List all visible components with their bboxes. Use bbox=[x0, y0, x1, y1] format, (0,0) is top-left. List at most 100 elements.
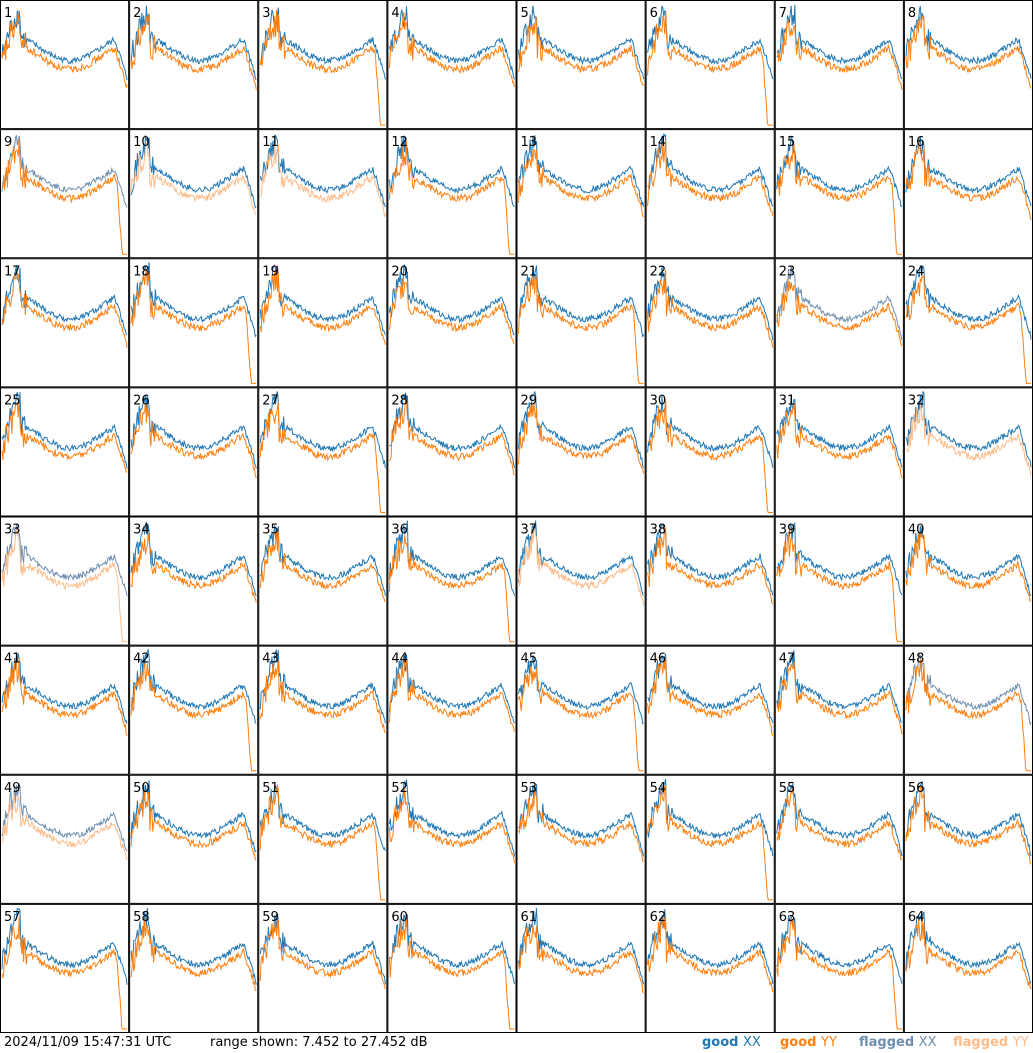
yy-trace bbox=[1, 527, 128, 643]
panel-62: 62 bbox=[645, 903, 775, 1033]
panel-frame bbox=[129, 774, 259, 904]
panel-15: 15 bbox=[774, 129, 904, 259]
xx-trace bbox=[647, 265, 774, 341]
panel-frame bbox=[129, 516, 259, 646]
panel-label: 7 bbox=[779, 6, 787, 21]
panel-label: 3 bbox=[262, 6, 270, 21]
panel-24: 24 bbox=[903, 258, 1033, 388]
panel-label: 61 bbox=[521, 910, 538, 925]
panel-frame bbox=[0, 516, 130, 646]
yy-trace bbox=[647, 140, 774, 216]
legend-good-xx: good XX bbox=[702, 1035, 761, 1050]
panel-46: 46 bbox=[645, 645, 775, 775]
panel-label: 17 bbox=[4, 264, 21, 279]
panel-41: 41 bbox=[0, 645, 130, 775]
panel-frame bbox=[129, 645, 259, 775]
yy-trace bbox=[259, 919, 386, 990]
panel-2: 2 bbox=[129, 0, 259, 130]
panel-frame bbox=[387, 645, 517, 775]
panel-18: 18 bbox=[129, 258, 259, 388]
panel-frame bbox=[387, 0, 517, 130]
yy-trace bbox=[776, 532, 902, 643]
panel-frame bbox=[0, 0, 130, 130]
yy-trace bbox=[1, 13, 128, 88]
panel-14: 14 bbox=[645, 129, 775, 259]
panel-frame bbox=[774, 645, 904, 775]
xx-trace bbox=[1, 265, 128, 336]
panel-label: 20 bbox=[391, 264, 408, 279]
yy-trace bbox=[518, 789, 644, 863]
panel-frame bbox=[645, 129, 775, 259]
panel-frame bbox=[0, 129, 130, 259]
yy-trace bbox=[647, 525, 774, 605]
xx-trace bbox=[518, 655, 644, 725]
yy-trace bbox=[905, 274, 1031, 384]
xx-trace bbox=[518, 783, 645, 857]
panel-49: 49 bbox=[0, 774, 130, 904]
panel-37: 37 bbox=[516, 516, 646, 646]
panel-10: 10 bbox=[129, 129, 259, 259]
panel-44: 44 bbox=[387, 645, 517, 775]
panel-53: 53 bbox=[516, 774, 646, 904]
panel-label: 32 bbox=[908, 393, 925, 408]
panel-frame bbox=[774, 903, 904, 1033]
panel-label: 34 bbox=[133, 523, 150, 538]
panel-label: 59 bbox=[262, 910, 279, 925]
panel-9: 9 bbox=[0, 129, 130, 259]
panel-label: 58 bbox=[133, 910, 150, 925]
panel-label: 23 bbox=[779, 264, 796, 279]
xx-trace bbox=[776, 915, 903, 984]
panel-63: 63 bbox=[774, 903, 904, 1033]
xx-trace bbox=[905, 525, 1032, 597]
panel-frame bbox=[129, 387, 259, 517]
yy-trace bbox=[130, 533, 257, 603]
yy-trace bbox=[647, 269, 774, 348]
panel-frame bbox=[645, 774, 775, 904]
yy-trace bbox=[776, 917, 902, 1030]
xx-trace bbox=[1, 907, 128, 985]
panel-38: 38 bbox=[645, 516, 775, 646]
yy-trace bbox=[130, 791, 257, 861]
yy-trace bbox=[518, 15, 644, 86]
panel-label: 64 bbox=[908, 910, 925, 925]
panel-frame bbox=[0, 387, 130, 517]
panel-25: 25 bbox=[0, 387, 130, 517]
xx-trace bbox=[905, 265, 1032, 340]
panel-22: 22 bbox=[645, 258, 775, 388]
panel-label: 52 bbox=[391, 781, 408, 796]
panel-frame bbox=[516, 0, 646, 130]
yy-trace bbox=[259, 531, 386, 603]
panel-frame bbox=[129, 903, 259, 1033]
panel-frame bbox=[0, 903, 130, 1033]
xx-trace bbox=[388, 779, 515, 857]
footer: 2024/11/09 15:47:31 UTC range shown: 7.4… bbox=[0, 1033, 1033, 1053]
panel-label: 55 bbox=[779, 781, 796, 796]
yy-trace bbox=[388, 919, 515, 1030]
yy-trace bbox=[1, 273, 128, 348]
panel-13: 13 bbox=[516, 129, 646, 259]
xx-trace bbox=[388, 6, 515, 80]
panel-label: 37 bbox=[521, 523, 538, 538]
panel-43: 43 bbox=[258, 645, 388, 775]
panel-20: 20 bbox=[387, 258, 517, 388]
xx-trace bbox=[905, 781, 1032, 856]
panel-label: 16 bbox=[908, 135, 925, 150]
panel-47: 47 bbox=[774, 645, 904, 775]
panel-frame bbox=[387, 774, 517, 904]
panel-55: 55 bbox=[774, 774, 904, 904]
legend-good-yy: good YY bbox=[780, 1035, 837, 1050]
xx-trace bbox=[259, 134, 386, 208]
panel-label: 14 bbox=[650, 135, 667, 150]
panel-27: 27 bbox=[258, 387, 388, 517]
panel-frame bbox=[516, 516, 646, 646]
xx-trace bbox=[776, 395, 903, 468]
yy-trace bbox=[130, 400, 257, 479]
panel-label: 31 bbox=[779, 393, 796, 408]
xx-trace bbox=[518, 135, 645, 207]
yy-trace bbox=[905, 13, 1032, 89]
yy-trace bbox=[388, 398, 515, 476]
panel-label: 11 bbox=[262, 135, 279, 150]
panel-56: 56 bbox=[903, 774, 1033, 904]
yy-trace bbox=[518, 401, 645, 474]
panel-label: 13 bbox=[521, 135, 538, 150]
